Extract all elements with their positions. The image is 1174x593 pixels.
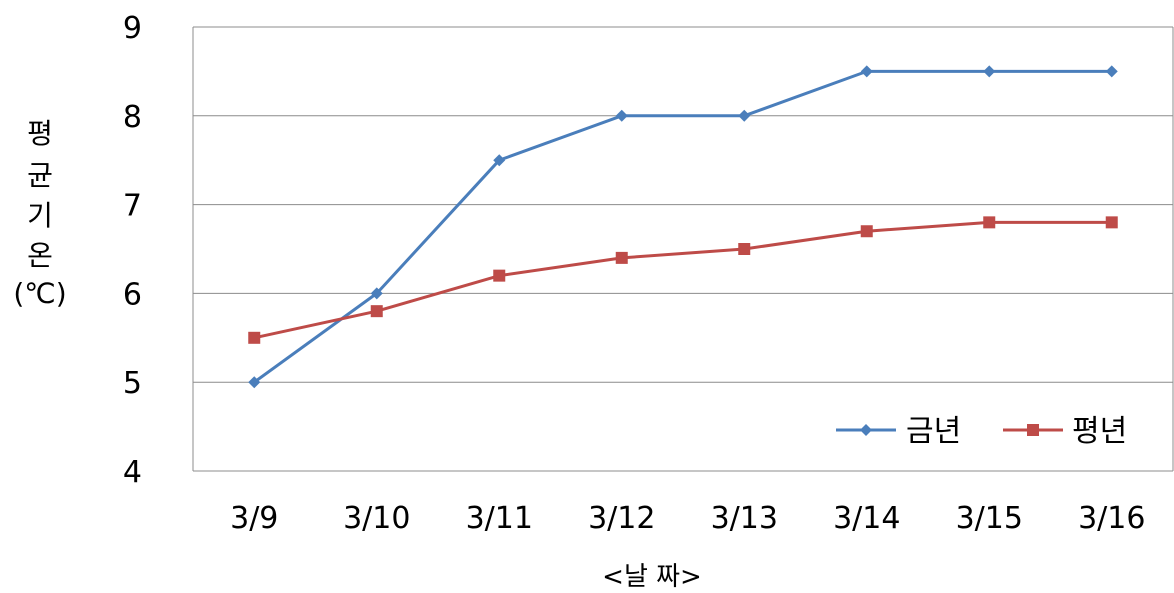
data-point	[370, 287, 383, 300]
y-tick-label: 4	[123, 455, 142, 490]
y-axis-label-line: 온	[27, 239, 53, 272]
data-point	[615, 251, 628, 264]
data-point	[493, 154, 506, 167]
y-tick-label: 5	[123, 366, 142, 401]
y-tick-label: 7	[123, 189, 142, 224]
y-axis-label-line: (℃)	[13, 277, 66, 310]
x-tick-label: 3/11	[466, 501, 533, 536]
data-point	[983, 216, 996, 229]
legend-item: 금년	[836, 414, 961, 449]
legend-label: 평년	[1072, 414, 1127, 449]
legend-marker	[1027, 424, 1039, 436]
data-point	[738, 243, 751, 255]
data-point	[248, 331, 261, 344]
data-point	[738, 109, 751, 122]
data-point	[370, 305, 383, 318]
x-tick-label: 3/12	[588, 501, 655, 536]
y-tick-labels: 4 5 6 7 8 9	[123, 11, 142, 490]
data-point	[615, 109, 628, 122]
legend-item: 평년	[1003, 414, 1127, 449]
series-2	[248, 216, 1118, 344]
series-line	[253, 69, 1112, 384]
series-1	[248, 65, 1118, 389]
x-tick-label: 3/15	[956, 501, 1023, 536]
x-axis-label: <날 짜>	[602, 562, 702, 592]
data-point	[1105, 216, 1118, 229]
y-axis-label-line: 균	[27, 159, 53, 192]
data-point	[860, 65, 873, 78]
legend-label: 금년	[906, 414, 961, 449]
data-point	[248, 376, 261, 389]
x-tick-label: 3/9	[230, 501, 278, 536]
grid-lines	[192, 26, 1174, 472]
y-tick-label: 6	[123, 277, 142, 312]
data-point	[493, 269, 506, 282]
x-tick-label: 3/10	[343, 501, 410, 536]
legend: 금년 평년	[836, 414, 1127, 449]
series-line	[253, 220, 1112, 340]
y-axis-label-line: 평	[27, 117, 53, 150]
legend-marker	[860, 424, 872, 436]
data-point	[860, 225, 873, 238]
series-group	[248, 65, 1118, 389]
x-tick-label: 3/13	[711, 501, 778, 536]
y-tick-label: 8	[123, 100, 142, 135]
y-axis-label-line: 기	[27, 199, 53, 232]
x-tick-label: 3/16	[1078, 501, 1145, 536]
y-tick-label: 9	[123, 11, 142, 46]
data-point	[1105, 65, 1118, 78]
x-tick-label: 3/14	[833, 501, 900, 536]
data-point	[983, 65, 996, 78]
x-tick-labels: 3/9 3/10 3/11 3/12 3/13 3/14 3/15 3/16	[230, 501, 1145, 536]
